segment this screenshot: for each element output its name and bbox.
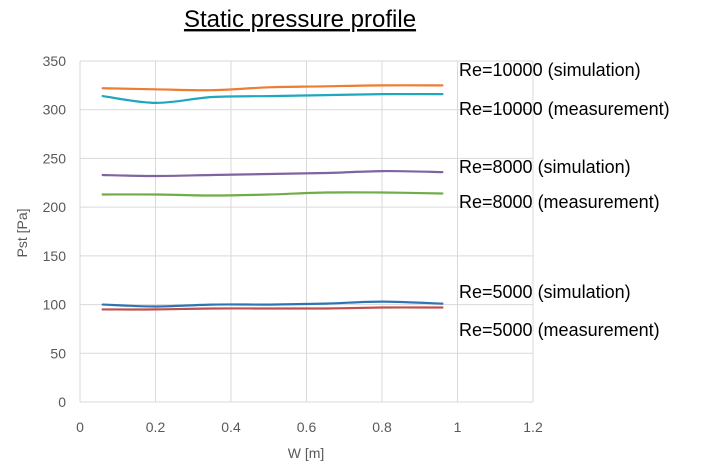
y-tick-label: 300 — [43, 102, 67, 118]
series-line-1 — [101, 92, 444, 105]
series-label-2: Re=8000 (simulation) — [459, 157, 631, 177]
y-tick-label: 200 — [43, 199, 67, 215]
y-tick-label: 150 — [43, 248, 67, 264]
series-label-4: Re=5000 (simulation) — [459, 282, 631, 302]
series-line-5 — [101, 306, 444, 311]
x-tick-label: 0.6 — [297, 419, 317, 435]
series-line-0 — [101, 84, 444, 92]
x-tick-label: 0 — [76, 419, 84, 435]
grid — [79, 60, 534, 403]
x-tick-label: 0.2 — [146, 419, 166, 435]
x-tick-label: 1 — [454, 419, 462, 435]
y-tick-label: 50 — [50, 345, 66, 361]
axes: 0 50 100 150 200 250 300 350 0 0.2 0.4 0.6 0.8 1 1.2 — [43, 53, 543, 435]
series-line-4 — [101, 300, 444, 308]
x-tick-label: 0.8 — [372, 419, 392, 435]
series-label-3: Re=8000 (measurement) — [459, 192, 660, 212]
x-tick-label: 0.4 — [221, 419, 241, 435]
series-labels: Re=10000 (simulation) Re=10000 (measureme… — [459, 60, 670, 340]
series-line-2 — [101, 169, 444, 178]
x-axis-label: W [m] — [288, 445, 325, 461]
series-label-5: Re=5000 (measurement) — [459, 320, 660, 340]
y-axis-label: Pst [Pa] — [14, 208, 30, 257]
y-tick-label: 0 — [58, 394, 66, 410]
x-tick-label: 1.2 — [523, 419, 543, 435]
series-label-0: Re=10000 (simulation) — [459, 60, 641, 80]
y-tick-label: 100 — [43, 297, 67, 313]
y-tick-label: 250 — [43, 150, 67, 166]
series-lines — [101, 84, 444, 311]
chart-title: Static pressure profile — [184, 6, 416, 33]
series-line-3 — [101, 191, 444, 197]
y-tick-label: 350 — [43, 53, 67, 69]
series-label-1: Re=10000 (measurement) — [459, 99, 670, 119]
